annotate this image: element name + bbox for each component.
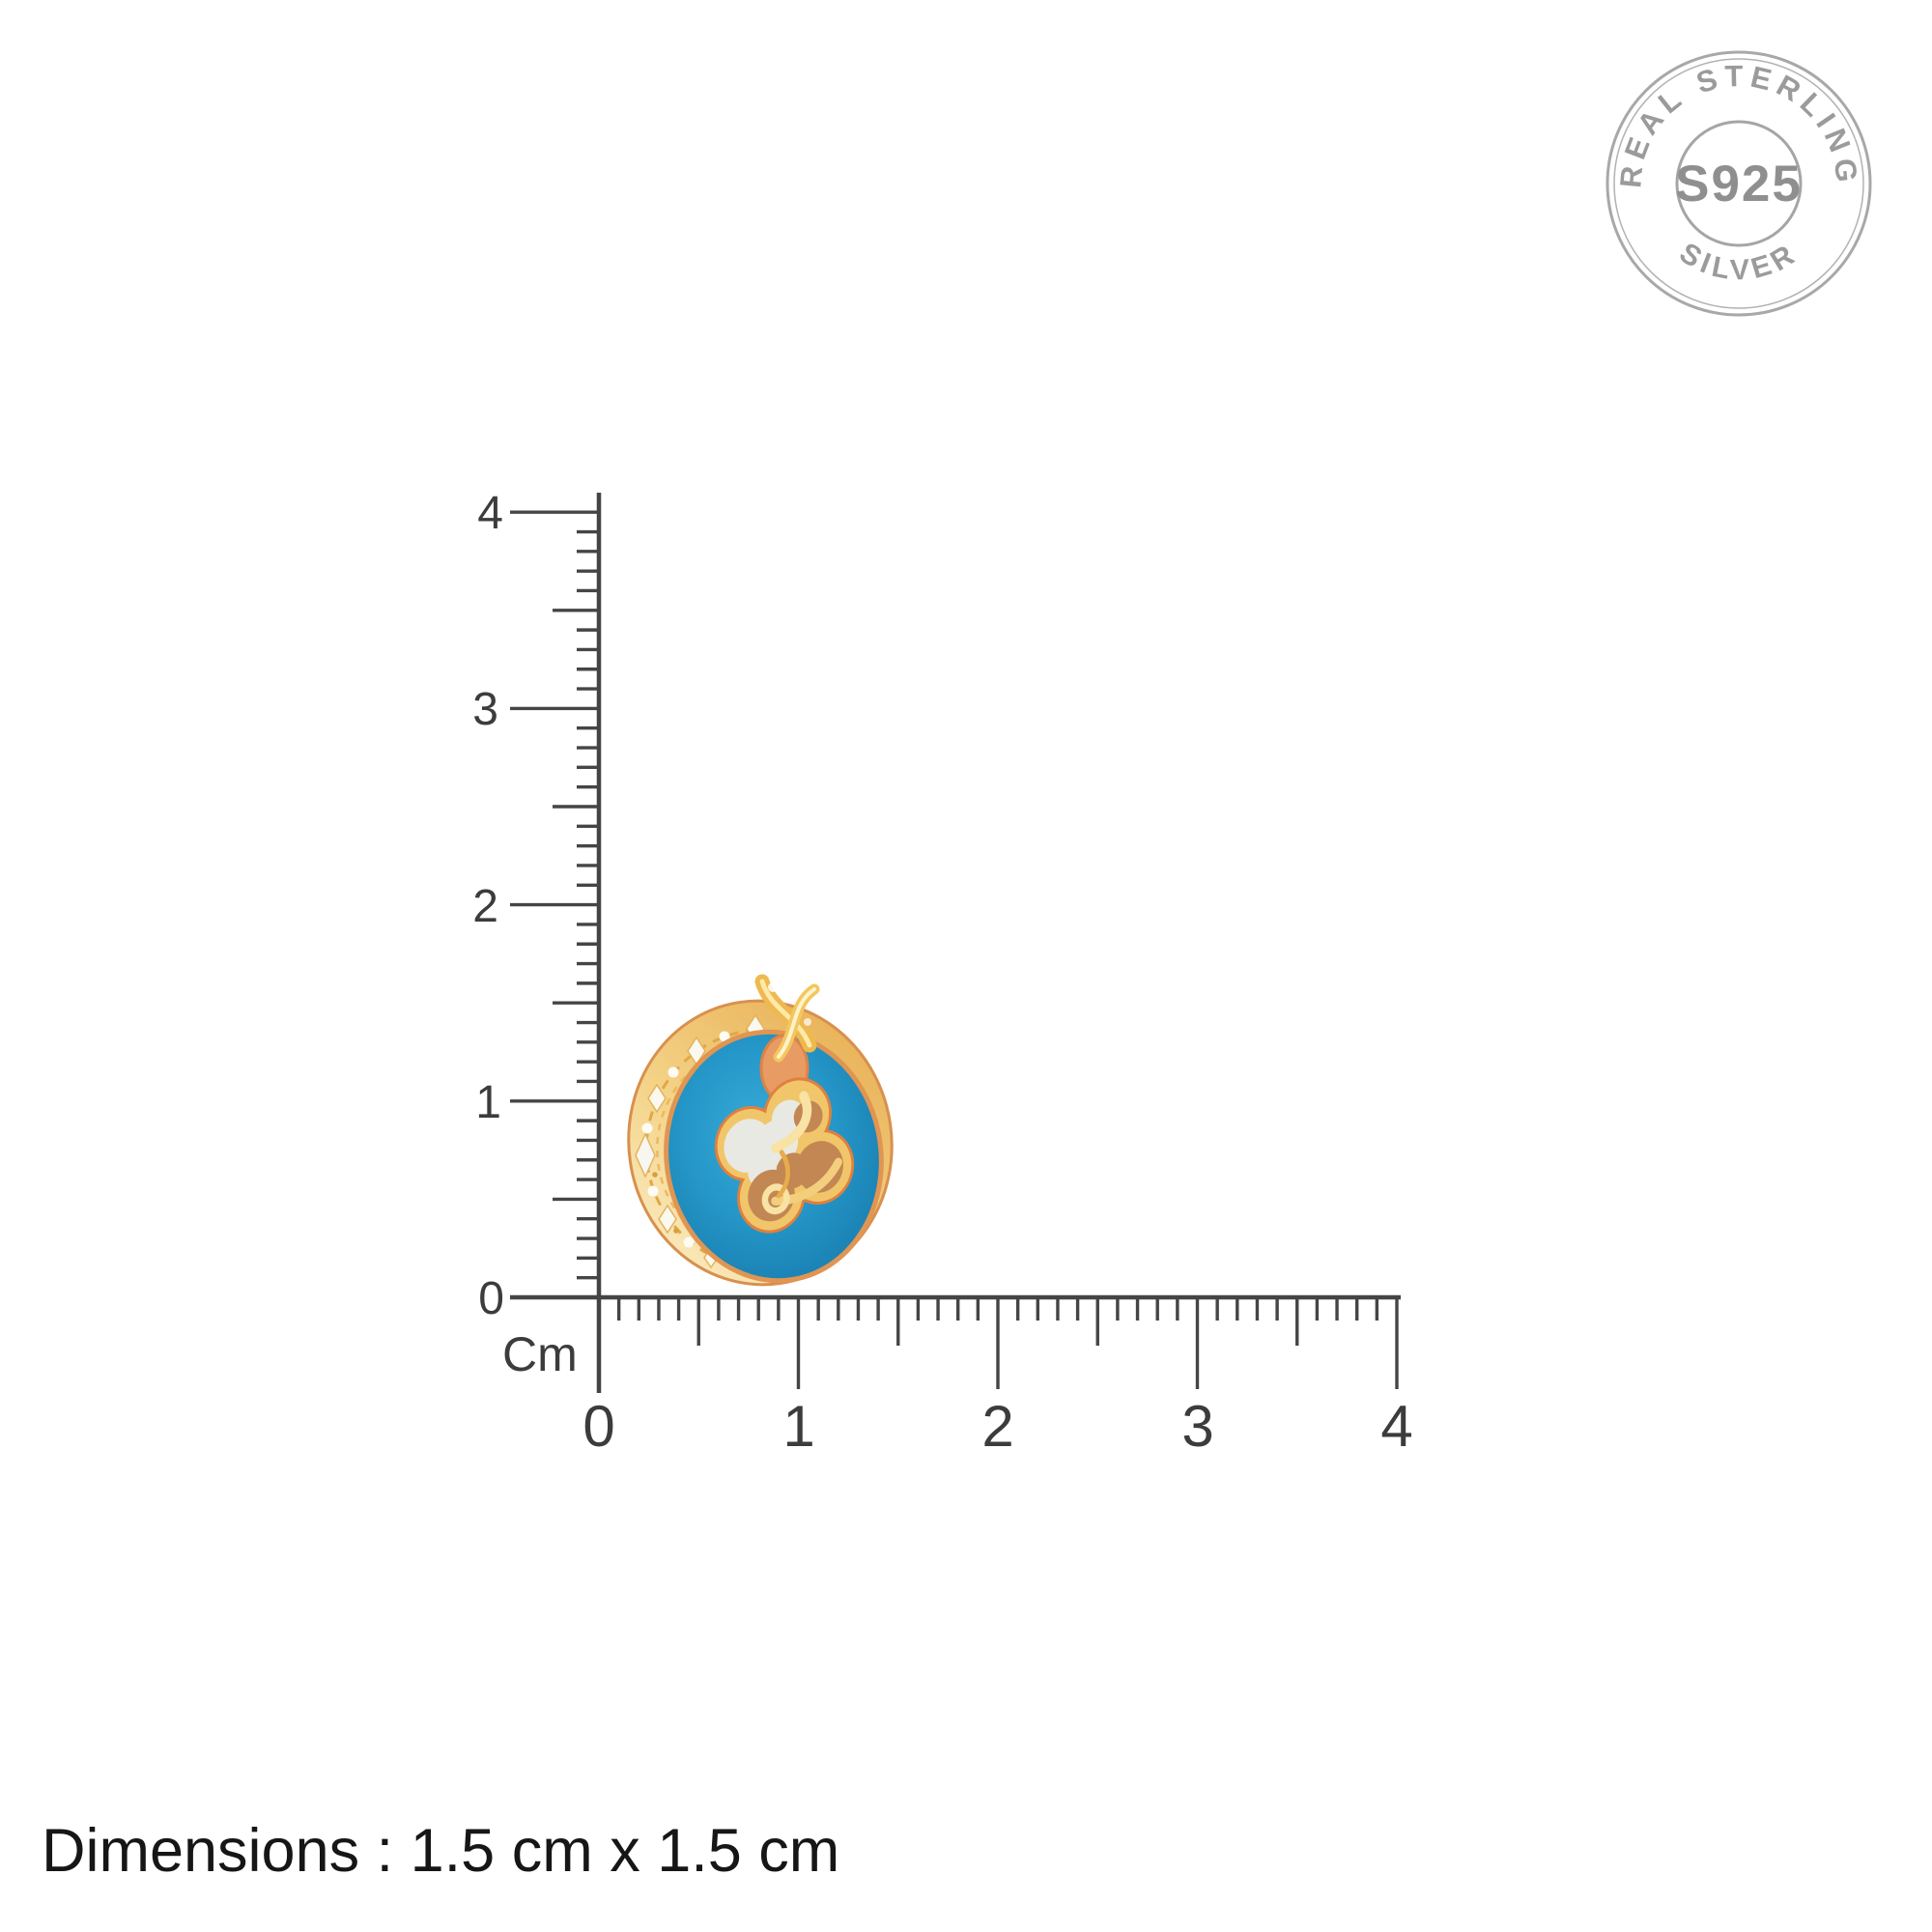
ruler: 4 3 2 1 0 Cm 0 1 2 3 4 xyxy=(472,488,1412,1459)
vruler-label-1: 1 xyxy=(475,1077,501,1128)
bead-clover-inlay xyxy=(714,1077,855,1234)
vruler-label-0: 0 xyxy=(478,1273,504,1324)
charm-bead xyxy=(627,974,894,1287)
hruler-label-0: 0 xyxy=(582,1394,614,1459)
stamp-inner-ring xyxy=(1675,120,1803,247)
vruler-label-3: 3 xyxy=(472,684,498,735)
hruler-label-1: 1 xyxy=(782,1394,814,1459)
vruler-label-4: 4 xyxy=(477,488,503,539)
ruler-unit-label: Cm xyxy=(502,1327,578,1381)
hruler-label-2: 2 xyxy=(981,1394,1013,1459)
stamp-s925-text: S925 xyxy=(1675,156,1803,213)
ruler-ticks xyxy=(510,493,1401,1393)
stamp-outer-ring-inner-line xyxy=(1613,58,1864,309)
bead-gold-ribbon xyxy=(761,1091,842,1215)
sterling-silver-stamp: REAL STERLING SILVER S925 xyxy=(1605,50,1872,317)
dimensions-caption: Dimensions : 1.5 cm x 1.5 cm xyxy=(42,1817,840,1885)
hruler-label-3: 3 xyxy=(1181,1394,1213,1459)
vruler-label-2: 2 xyxy=(472,881,498,932)
stamp-outer-ring xyxy=(1605,50,1872,317)
hruler-label-4: 4 xyxy=(1380,1394,1412,1459)
